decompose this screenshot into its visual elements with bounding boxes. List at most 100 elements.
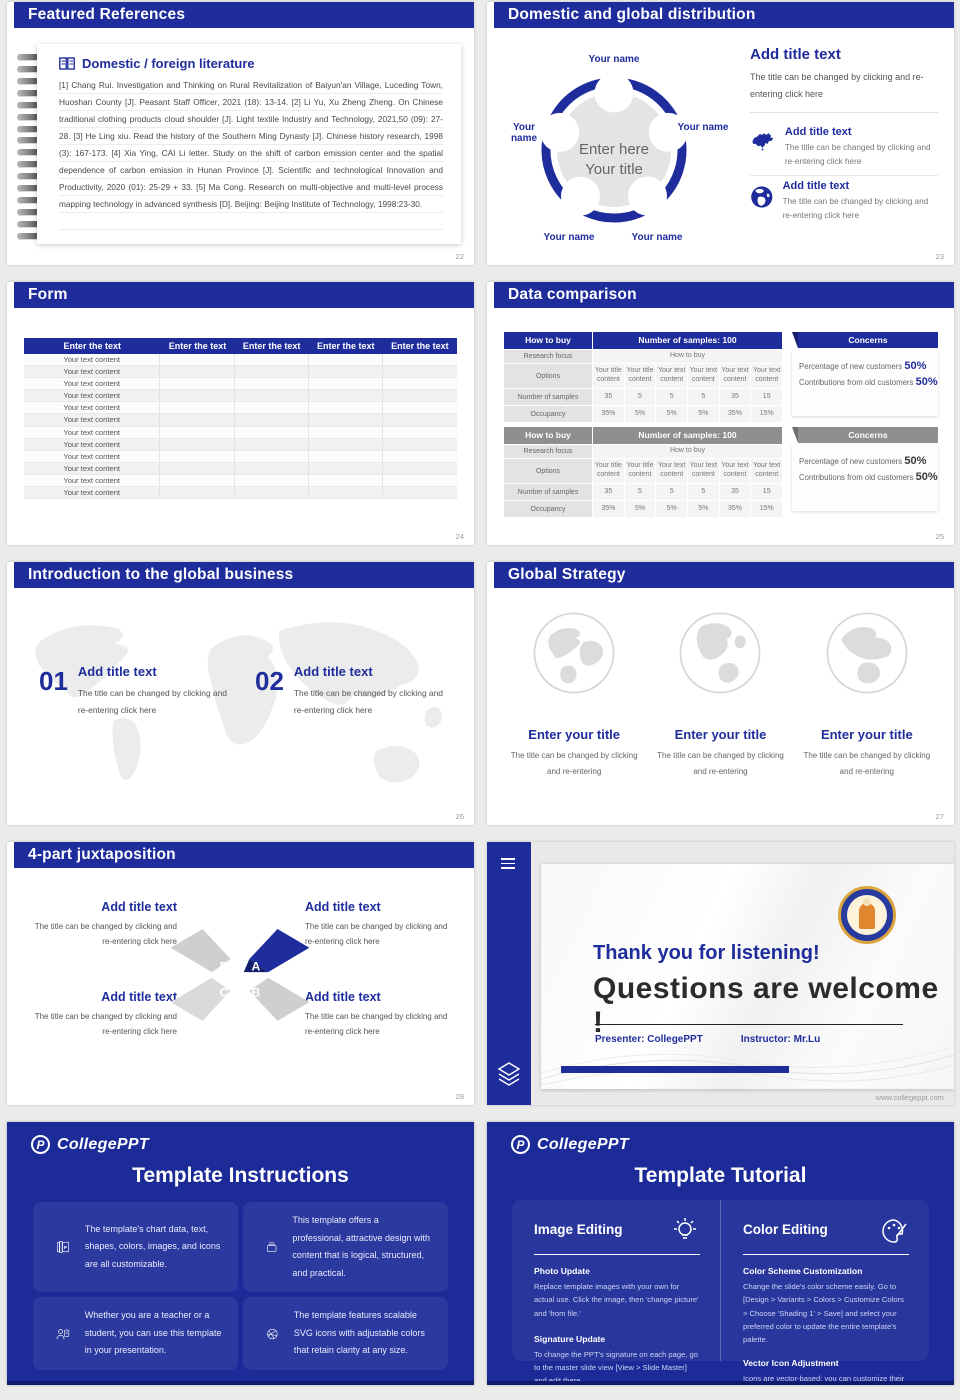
list-item-body: The title can be changed by clicking and… [784,143,931,167]
column-header: Enter the text [63,341,121,351]
thankyou-card: Thank you for listening! Questions are w… [541,864,954,1089]
list-item-body: The title can be changed by clicking and… [782,197,929,220]
strategy-body: The title can be changed by clicking and… [657,751,784,776]
section-body: The title can be changed by clicking and… [750,72,924,100]
slide-featured-references[interactable]: Featured References Domestic / foreign l… [7,2,474,265]
comparison-table-gray: How to buy Number of samples: 100 Researc… [504,427,783,517]
slide-title-bar: Data comparison [494,282,954,308]
reference-item: [1] Chang Rui. Investigation and Thinkin… [59,80,443,107]
brand-p-icon: P [511,1135,530,1154]
panel-template-tutorial: P CollegePPT Template Tutorial Image Edi… [487,1122,954,1385]
page-number: 24 [455,532,464,541]
reference-item: [4] Xia Ying, CAI Li letter. Study on th… [59,148,443,192]
instruction-card: The template features scalable SVG icons… [243,1297,448,1370]
presenter-line: Presenter: CollegePPT [595,1034,703,1045]
table-row: Your text content [24,438,457,451]
slide-title-bar: Global Strategy [494,562,954,588]
tutorial-section-color-editing: Color Editing Color Scheme Customization… [720,1200,929,1381]
table-row: Your text content [24,366,457,379]
reference-item: [2] Li Yu, Xu Zheng Zheng. On Chinese tr… [59,97,443,141]
palette-icon [882,1219,907,1243]
table-row: Your text content [24,426,457,439]
ribbon-letter-c: C [220,986,229,1000]
tutorial-entry-heading: Photo Update [534,1266,590,1276]
diagram-node-label: Your name [631,232,683,243]
crossed-ribbons-graphic: D A C B [170,929,310,1021]
thankyou-sidebar [487,842,531,1105]
table-row: Your text content [24,414,457,427]
slide-data-comparison[interactable]: Data comparison How to buy Number of samp… [487,282,954,545]
university-emblem [838,886,896,944]
panel-title: Template Instructions [132,1164,349,1187]
divider [595,1024,903,1025]
instruction-card: P The template's chart data, text, shape… [33,1202,238,1293]
strategy-body: The title can be changed by clicking and… [510,751,638,776]
questions-title: Questions are welcome ! [593,972,939,1039]
tutorial-entry-heading: Signature Update [534,1333,606,1344]
brand-name: CollegePPT [57,1135,149,1153]
tutorial-entry-body: Change the slide's color scheme easily. … [743,1282,904,1345]
item-body: The title can be changed by clicking and… [293,688,443,715]
form-table: Enter the text Enter the text Enter the … [24,338,457,500]
list-item: Add title text The title can be changed … [750,122,938,175]
globe-gray-icon [533,612,615,694]
concerns-panel-gray: Concerns Percentage of new customers 50%… [792,427,938,513]
numbered-item: 01 Add title text The title can be chang… [39,664,239,719]
instruction-card: This template offers a professional, att… [243,1202,448,1293]
spiral-binding [17,54,43,239]
tutorial-entry-heading: Vector Icon Adjustment [743,1358,839,1369]
strategy-body: The title can be changed by clicking and… [803,751,931,776]
concerns-title: Concerns [792,332,938,348]
website-url: www.collegeppt.com [875,1093,944,1102]
column-header: Enter the text [316,341,375,351]
instruction-card: Whether you are a teacher or a student, … [33,1297,238,1370]
slide-title-bar: Form [14,282,474,308]
wave-decoration [541,1046,954,1086]
references-card-title: Domestic / foreign literature [82,56,255,71]
page-number: 26 [455,812,464,821]
comparison-table-blue: How to buy Number of samples: 100 Researc… [504,332,783,422]
slide-title-bar: Featured References [14,2,474,28]
slide-global-strategy[interactable]: Global Strategy Enter your title The tit… [487,562,954,825]
table-header-row: Enter the text Enter the text Enter the … [24,338,457,354]
layers-icon [497,1062,521,1086]
brand-logo: P CollegePPT [31,1135,149,1154]
strategy-title: Enter your title [674,727,767,742]
table-row: Your text content [24,390,457,403]
reference-item: [3] He Ling xiu. Read the history of the… [59,131,443,158]
slide-title-bar: Introduction to the global business [14,562,474,588]
numbered-item: 02 Add title text The title can be chang… [255,664,455,719]
panel-title: Template Tutorial [634,1164,807,1187]
table-row: Your text content [24,474,457,488]
ribbon-letter-b: B [252,986,261,1000]
tutorial-section-title: Color Editing [743,1222,828,1237]
item-title: Add title text [77,664,157,679]
slide-distribution[interactable]: Domestic and global distribution Your na… [487,2,954,265]
world-map-background [35,622,442,783]
item-title: Add title text [293,664,373,679]
slide-thank-you[interactable]: Thank you for listening! Questions are w… [487,842,954,1105]
concerns-title: Concerns [792,427,938,443]
brand-name: CollegePPT [537,1135,629,1153]
section-title: Add title text [750,46,841,63]
gear-circle-diagram: Your name Your name Your name Your name … [499,36,731,258]
juxtaposition-block: Add title text The title can be changed … [305,990,448,1037]
table-row: Your text content [24,462,457,475]
item-body: The title can be changed by clicking and… [77,688,227,715]
slide-global-business[interactable]: Introduction to the global business 01 A… [7,562,474,825]
juxtaposition-block: Add title text The title can be changed … [34,990,177,1037]
reference-list: [1] Chang Rui. Investigation and Thinkin… [59,77,443,235]
tutorial-section-image-editing: Image Editing Photo Update Replace templ… [512,1200,720,1381]
strategy-column: Enter your title The title can be change… [506,610,642,780]
globe-icon [751,186,773,208]
tutorial-section-title: Image Editing [534,1222,623,1237]
slide-juxtaposition[interactable]: 4-part juxtaposition Add title text The … [7,842,474,1105]
slide-form[interactable]: Form Enter the text Enter the text Enter… [7,282,474,545]
slide-title-bar: Domestic and global distribution [494,2,954,28]
item-number: 01 [39,666,68,696]
page-number: 23 [935,252,944,261]
archive-box-icon [267,1242,277,1252]
accent-bar [561,1066,789,1073]
tutorial-entry-body: To change the PPT's signature on each pa… [534,1349,698,1385]
juxtaposition-block: Add title text The title can be changed … [34,900,177,947]
